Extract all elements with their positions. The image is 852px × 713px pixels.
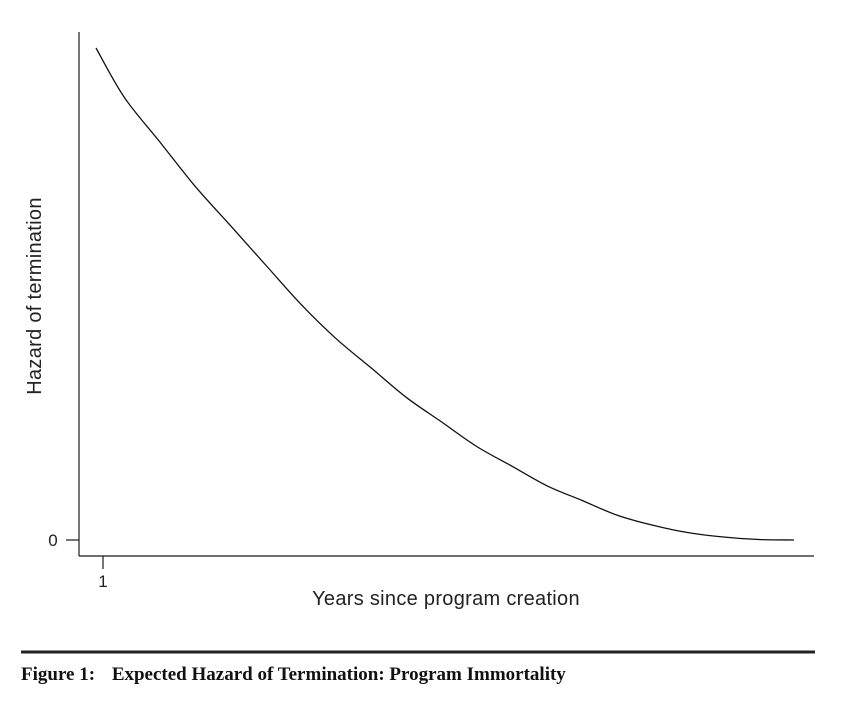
caption-title: Expected Hazard of Termination: Program … — [112, 664, 566, 685]
x-axis-title: Years since program creation — [312, 588, 580, 610]
figure-caption: Figure 1: Expected Hazard of Termination… — [21, 664, 566, 685]
y-tick-label-0: 0 — [48, 531, 57, 550]
x-tick-label-1: 1 — [98, 572, 107, 591]
series-line — [95, 47, 795, 541]
caption-label: Figure 1: — [21, 664, 95, 685]
y-axis-title: Hazard of termination — [24, 197, 46, 395]
